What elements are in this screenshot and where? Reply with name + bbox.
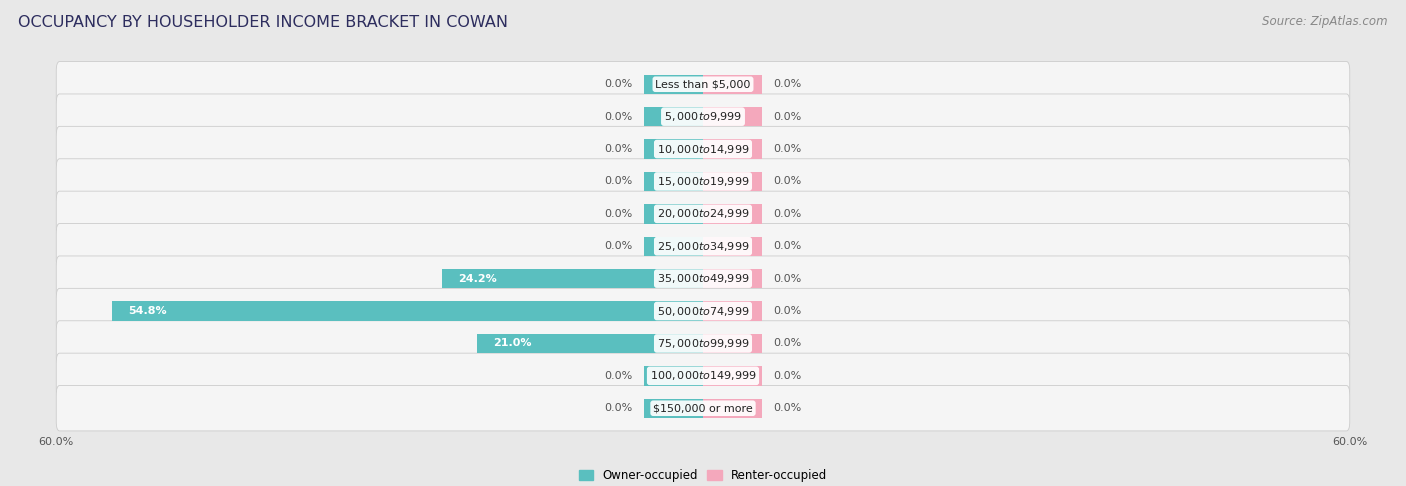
FancyBboxPatch shape bbox=[56, 256, 1350, 301]
Text: 0.0%: 0.0% bbox=[773, 209, 801, 219]
FancyBboxPatch shape bbox=[56, 224, 1350, 269]
Bar bbox=[703, 74, 762, 94]
Text: $20,000 to $24,999: $20,000 to $24,999 bbox=[657, 208, 749, 220]
Text: $150,000 or more: $150,000 or more bbox=[654, 403, 752, 413]
Text: $35,000 to $49,999: $35,000 to $49,999 bbox=[657, 272, 749, 285]
Bar bbox=[703, 107, 762, 126]
Bar bbox=[644, 74, 703, 94]
Bar bbox=[644, 399, 703, 418]
Text: 0.0%: 0.0% bbox=[773, 274, 801, 284]
Text: $100,000 to $149,999: $100,000 to $149,999 bbox=[650, 369, 756, 382]
Text: Source: ZipAtlas.com: Source: ZipAtlas.com bbox=[1263, 15, 1388, 28]
Text: 54.8%: 54.8% bbox=[128, 306, 167, 316]
Text: 0.0%: 0.0% bbox=[605, 144, 633, 154]
Text: 0.0%: 0.0% bbox=[605, 209, 633, 219]
Text: 0.0%: 0.0% bbox=[605, 79, 633, 89]
Text: 0.0%: 0.0% bbox=[605, 403, 633, 413]
FancyBboxPatch shape bbox=[56, 191, 1350, 237]
Text: 0.0%: 0.0% bbox=[773, 403, 801, 413]
Bar bbox=[703, 334, 762, 353]
Bar bbox=[644, 237, 703, 256]
Text: 0.0%: 0.0% bbox=[773, 79, 801, 89]
Bar bbox=[112, 301, 703, 321]
Text: 24.2%: 24.2% bbox=[458, 274, 498, 284]
Bar bbox=[703, 172, 762, 191]
Text: 0.0%: 0.0% bbox=[605, 241, 633, 251]
Text: $75,000 to $99,999: $75,000 to $99,999 bbox=[657, 337, 749, 350]
Bar bbox=[644, 139, 703, 159]
FancyBboxPatch shape bbox=[56, 126, 1350, 172]
Text: $50,000 to $74,999: $50,000 to $74,999 bbox=[657, 305, 749, 317]
FancyBboxPatch shape bbox=[56, 62, 1350, 107]
Bar bbox=[644, 107, 703, 126]
Text: 0.0%: 0.0% bbox=[773, 112, 801, 122]
Bar bbox=[703, 269, 762, 288]
Text: Less than $5,000: Less than $5,000 bbox=[655, 79, 751, 89]
Text: OCCUPANCY BY HOUSEHOLDER INCOME BRACKET IN COWAN: OCCUPANCY BY HOUSEHOLDER INCOME BRACKET … bbox=[18, 15, 509, 30]
Bar bbox=[644, 366, 703, 385]
Bar bbox=[703, 237, 762, 256]
Bar bbox=[703, 139, 762, 159]
Bar bbox=[477, 334, 703, 353]
Bar bbox=[703, 204, 762, 224]
Text: 0.0%: 0.0% bbox=[605, 176, 633, 187]
Text: 0.0%: 0.0% bbox=[773, 371, 801, 381]
Text: 0.0%: 0.0% bbox=[773, 176, 801, 187]
Text: 21.0%: 21.0% bbox=[494, 338, 531, 348]
Text: 0.0%: 0.0% bbox=[773, 306, 801, 316]
FancyBboxPatch shape bbox=[56, 288, 1350, 334]
Text: 0.0%: 0.0% bbox=[773, 338, 801, 348]
Text: $5,000 to $9,999: $5,000 to $9,999 bbox=[664, 110, 742, 123]
Legend: Owner-occupied, Renter-occupied: Owner-occupied, Renter-occupied bbox=[574, 464, 832, 486]
Bar bbox=[644, 172, 703, 191]
Text: 0.0%: 0.0% bbox=[773, 144, 801, 154]
Text: 0.0%: 0.0% bbox=[773, 241, 801, 251]
FancyBboxPatch shape bbox=[56, 353, 1350, 399]
Bar bbox=[703, 366, 762, 385]
Text: $25,000 to $34,999: $25,000 to $34,999 bbox=[657, 240, 749, 253]
FancyBboxPatch shape bbox=[56, 159, 1350, 204]
Text: $15,000 to $19,999: $15,000 to $19,999 bbox=[657, 175, 749, 188]
Text: 0.0%: 0.0% bbox=[605, 112, 633, 122]
FancyBboxPatch shape bbox=[56, 94, 1350, 139]
FancyBboxPatch shape bbox=[56, 385, 1350, 431]
Bar bbox=[703, 301, 762, 321]
FancyBboxPatch shape bbox=[56, 321, 1350, 366]
Bar bbox=[644, 204, 703, 224]
Bar bbox=[441, 269, 703, 288]
Bar bbox=[703, 399, 762, 418]
Text: 0.0%: 0.0% bbox=[605, 371, 633, 381]
Text: $10,000 to $14,999: $10,000 to $14,999 bbox=[657, 142, 749, 156]
